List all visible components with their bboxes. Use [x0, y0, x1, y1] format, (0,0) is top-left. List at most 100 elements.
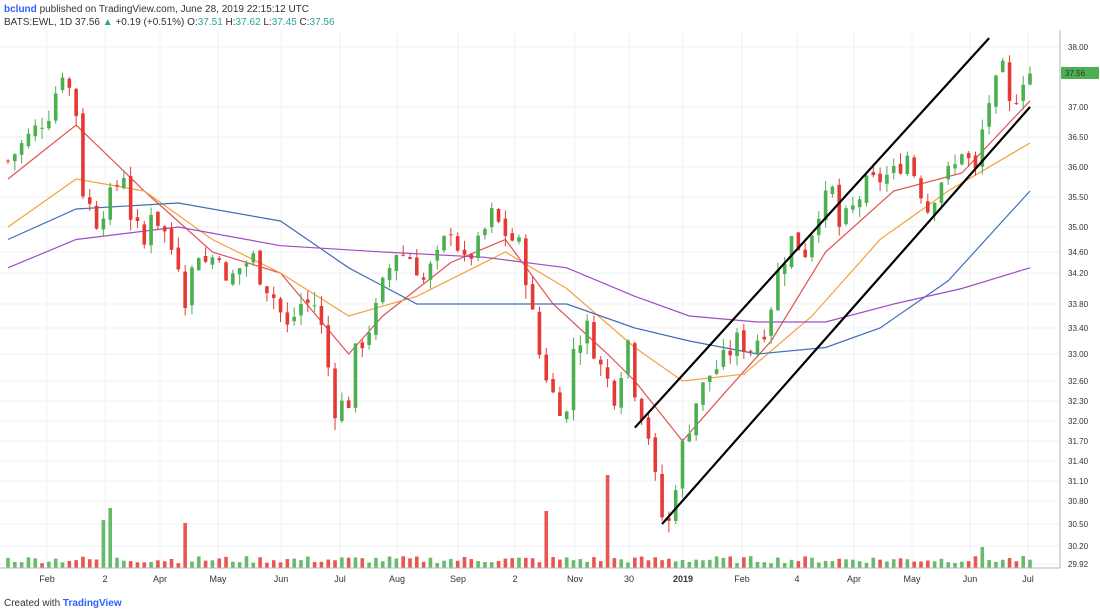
price-tick-label: 32.30 — [1068, 397, 1089, 406]
candle-body — [67, 78, 72, 88]
volume-bar — [973, 556, 978, 568]
volume-bar — [551, 557, 555, 568]
grid-anchor — [0, 0, 1, 1]
volume-bar — [912, 561, 916, 568]
trend-channel-line — [634, 37, 990, 429]
published-text: published on TradingView.com, June 28, 2… — [39, 4, 310, 15]
volume-bar — [87, 559, 92, 568]
volume-bar — [455, 560, 460, 568]
candle-body — [299, 304, 303, 316]
time-tick-label: 2019 — [673, 574, 693, 584]
candle-body — [81, 113, 85, 197]
change-value: +0.19 (+0.51%) — [115, 17, 185, 28]
volume-bar — [851, 559, 855, 568]
volume-bar — [380, 561, 385, 568]
price-tick-label: 33.00 — [1068, 350, 1089, 359]
candle-body — [483, 228, 487, 236]
volume-bar — [633, 557, 637, 568]
volume-bar — [415, 556, 419, 568]
candle-body — [639, 398, 644, 421]
volume-bar — [673, 561, 678, 568]
channel-trendlines[interactable] — [634, 37, 1031, 525]
volume-bar — [728, 556, 733, 568]
time-axis[interactable]: Feb 2 Apr May Jun Jul Aug Sep 2 Nov 30 2019 Feb 4 Apr M… — [0, 567, 1060, 584]
tradingview-logo[interactable]: TradingView — [62, 598, 122, 609]
volume-bar — [605, 475, 610, 568]
time-tick-label: Jun — [963, 574, 978, 584]
candle-body — [115, 185, 119, 187]
candle-body — [980, 129, 985, 167]
candle-body — [510, 233, 514, 241]
volume-bar — [108, 508, 112, 568]
candle-body — [558, 392, 562, 416]
volume-bar — [762, 562, 767, 568]
trend-channel-line — [661, 106, 1031, 525]
candle-body — [973, 155, 978, 169]
volume-bar — [748, 556, 753, 568]
volume-bar — [694, 559, 698, 568]
candle-body — [755, 340, 760, 355]
price-axis[interactable]: 38.00 37.56 37.00 36.50 36.00 35.50 35.00 34.60… — [1059, 30, 1099, 569]
volume-bar — [353, 557, 358, 568]
volume-bar — [905, 559, 910, 568]
candle-body — [1028, 73, 1032, 85]
price-tick-label: 29.92 — [1068, 560, 1089, 569]
high-value: 37.62 — [235, 17, 261, 28]
footer-branding: Created with TradingView — [4, 597, 122, 611]
candle-body — [905, 155, 910, 175]
candle-body — [524, 238, 528, 286]
candle-body — [551, 379, 555, 393]
volume-bar — [707, 559, 712, 568]
candle-body — [592, 322, 596, 359]
candle-body — [721, 349, 726, 367]
volume-bar — [503, 558, 508, 568]
time-tick-label: Apr — [153, 574, 167, 584]
volume-bar — [626, 562, 630, 568]
time-tick-label: 30 — [624, 574, 634, 584]
price-tick-label: 33.80 — [1068, 300, 1089, 309]
candle-body — [265, 286, 269, 294]
volume-bar — [932, 561, 937, 568]
candle-body — [60, 77, 65, 90]
price-tick-label: 37.00 — [1068, 103, 1089, 112]
moving-averages — [7, 100, 1031, 442]
volume-bar — [721, 557, 726, 568]
volume-bar — [489, 562, 494, 568]
volume-bar — [326, 559, 331, 568]
volume-bar — [496, 561, 501, 568]
candle-body — [953, 164, 957, 169]
candle-body — [871, 172, 876, 176]
volume-bar — [844, 559, 848, 568]
volume-bar — [47, 561, 51, 568]
volume-bar — [190, 561, 194, 568]
volume-bar — [558, 559, 562, 568]
price-tick-label: 36.50 — [1068, 133, 1089, 142]
candle-body — [19, 143, 24, 155]
candle-body — [210, 257, 215, 265]
candle-body — [1021, 84, 1025, 101]
candle-body — [885, 174, 889, 184]
author-name[interactable]: bclund — [4, 4, 37, 15]
volume-bar — [285, 559, 290, 568]
change-arrow-icon: ▲ — [102, 17, 113, 28]
candle-body — [619, 377, 623, 408]
volume-bar — [598, 561, 603, 568]
volume-bar — [149, 561, 153, 568]
volume-bar — [231, 561, 235, 568]
candle-body — [13, 154, 17, 162]
price-tick-label: 35.50 — [1068, 193, 1089, 202]
candle-body — [244, 263, 249, 267]
candle-body — [251, 253, 256, 263]
candle-body — [394, 255, 399, 272]
volume-bar — [857, 561, 862, 568]
volume-bar — [258, 557, 262, 568]
candle-body — [217, 258, 222, 261]
volume-bar — [203, 560, 208, 568]
volume-bar — [919, 561, 923, 568]
time-tick-label: Feb — [39, 574, 55, 584]
volume-bar — [769, 563, 773, 568]
volume-bar — [278, 562, 283, 568]
volume-bar — [585, 561, 589, 568]
open-label: O: — [187, 17, 198, 28]
